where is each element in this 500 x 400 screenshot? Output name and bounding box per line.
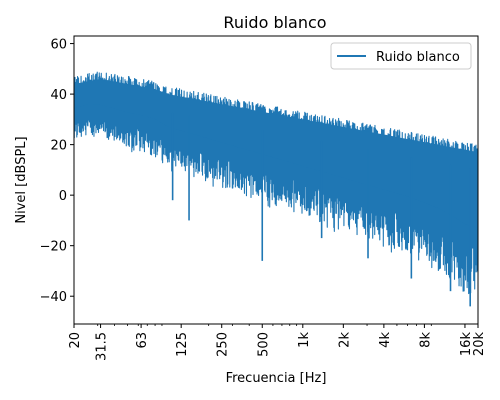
chart-title: Ruido blanco (223, 13, 326, 32)
series-layer (74, 71, 478, 307)
plot-area: −40 −20 0 20 40 60 20 31.5 63 125 250 500 1k 2k 4k 8k 16… (40, 35, 487, 361)
y-tick-label: 0 (59, 189, 67, 204)
x-tick-label: 125 (175, 332, 190, 357)
x-tick-label: 4k (378, 332, 393, 348)
x-tick-label: 8k (418, 332, 433, 348)
legend-box (330, 42, 472, 70)
x-tick-label: 63 (135, 332, 150, 349)
x-tick-label: 16k (459, 332, 474, 357)
y-tick-label: −20 (40, 240, 67, 255)
x-tick-label: 250 (216, 332, 231, 357)
x-tick-label: 31.5 (95, 332, 110, 361)
x-tick-label: 500 (256, 332, 271, 357)
x-tick-label: 20 (68, 332, 83, 349)
x-tick-label: 20k (472, 332, 487, 357)
x-axis-label: Frecuencia [Hz] (226, 371, 327, 386)
x-tick-label: 1k (297, 332, 312, 348)
y-axis-label: Nivel [dBSPL] (14, 136, 29, 223)
series-band (74, 79, 478, 228)
axes-layer: −40 −20 0 20 40 60 20 31.5 63 125 250 500 1k 2k 4k 8k 16… (40, 38, 487, 361)
legend: Ruido blanco (330, 42, 472, 70)
x-tick-label: 2k (337, 332, 352, 348)
y-tick-label: 20 (50, 139, 67, 154)
y-tick-label: −40 (40, 290, 67, 305)
y-tick-label: 40 (50, 88, 67, 103)
axes-frame (73, 35, 479, 325)
legend-label: Ruido blanco (376, 50, 460, 65)
y-tick-label: 60 (50, 38, 67, 53)
